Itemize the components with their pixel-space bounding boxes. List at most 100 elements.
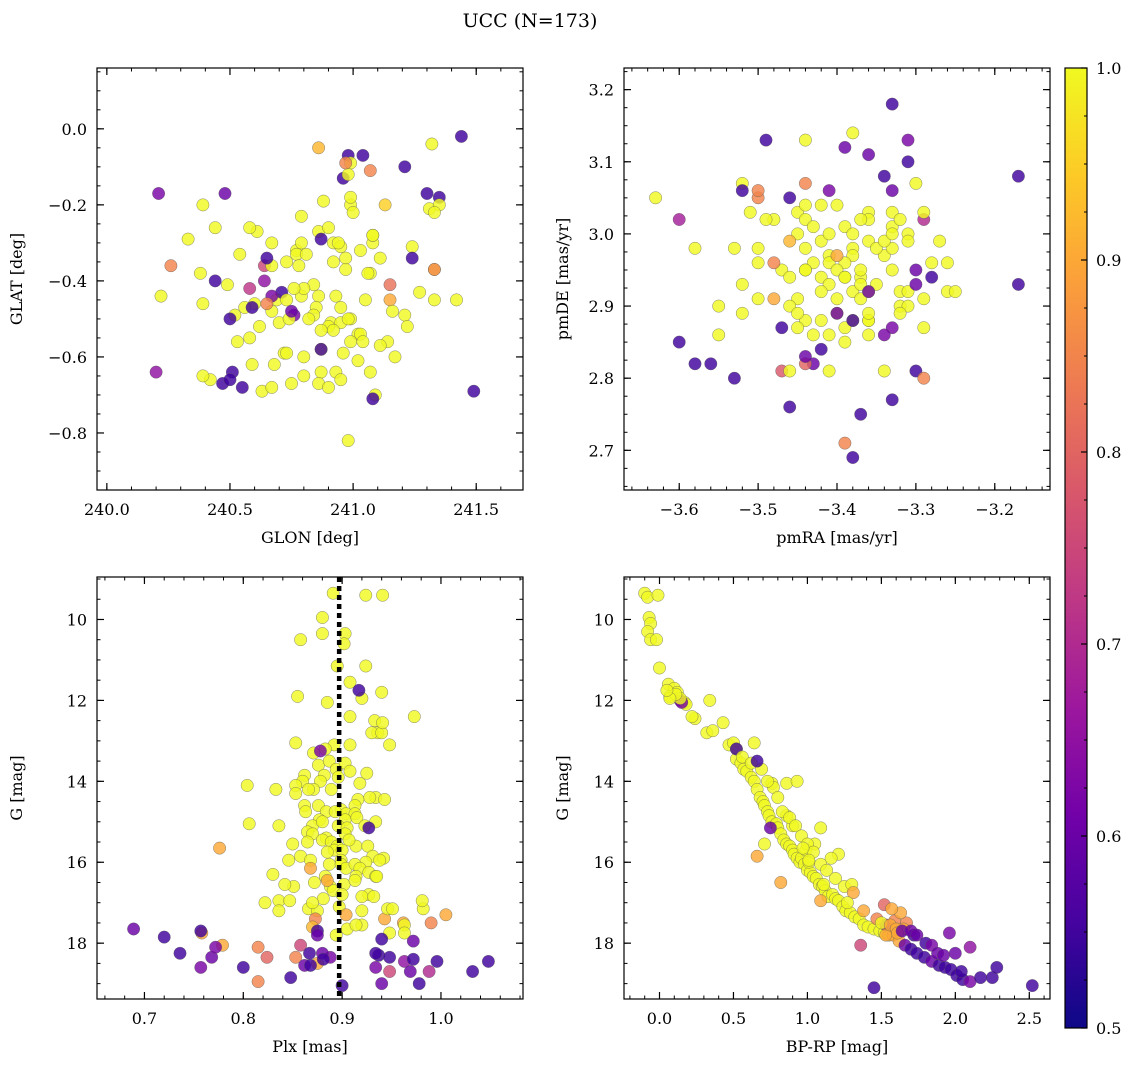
scatter-point <box>363 791 377 804</box>
scatter-point <box>937 948 950 962</box>
x-tick-label: 240.0 <box>84 500 130 519</box>
scatter-point <box>814 342 828 356</box>
y-ticks: 0.0 −0.2 −0.4 −0.6 −0.8 <box>48 71 523 472</box>
scatter-point <box>375 932 389 946</box>
scatter-point <box>925 270 939 284</box>
colorbar-tick-label: 1.0 <box>1096 59 1121 78</box>
scatter-point <box>316 952 330 966</box>
scatter-point <box>314 744 327 758</box>
scatter-point <box>356 149 370 162</box>
scatter-point <box>1025 979 1039 992</box>
axes-frame <box>623 576 1051 1000</box>
scatter-point <box>314 365 328 379</box>
scatter-point <box>370 870 384 883</box>
scatter-point <box>355 904 369 918</box>
scatter-point <box>221 278 234 292</box>
figure-title: UCC (N=173) <box>463 10 598 32</box>
scatter-point <box>885 184 899 197</box>
scatter-point <box>303 946 316 960</box>
scatter-point <box>653 661 666 675</box>
scatter-point <box>386 902 399 916</box>
scatter-point <box>342 833 356 847</box>
scatter-point <box>354 244 367 257</box>
axes-frame <box>96 576 524 1000</box>
scatter-point <box>841 896 854 910</box>
scatter-point <box>359 588 373 602</box>
scatter-point <box>747 736 761 750</box>
scatter-point <box>258 274 271 288</box>
y-tick-label: −0.2 <box>48 196 87 215</box>
scatter-point <box>799 241 812 255</box>
scatter-point <box>703 694 717 707</box>
y-tick-label: 14 <box>67 772 87 791</box>
scatter-point <box>814 894 828 908</box>
scatter-point <box>194 266 207 280</box>
scatter-point <box>127 922 140 936</box>
scatter-point <box>196 369 210 383</box>
scatter-point <box>774 876 788 889</box>
scatter-point <box>685 710 699 723</box>
scatter-point <box>297 350 311 364</box>
scatter-point <box>301 835 314 849</box>
y-tick-label: 18 <box>67 934 87 953</box>
scatter-point <box>361 266 375 280</box>
y-tick-label: 16 <box>594 853 614 872</box>
scatter-point <box>751 256 765 270</box>
scatter-point <box>331 236 345 250</box>
scatter-point <box>286 837 300 851</box>
scatter-point <box>320 696 334 709</box>
scatter-point <box>292 259 306 273</box>
scatter-point <box>243 331 257 345</box>
axes-frame <box>623 67 1051 491</box>
x-axis-label: pmRA [mas/yr] <box>776 528 898 547</box>
scatter-point <box>369 961 383 974</box>
scatter-point <box>152 187 165 200</box>
scatter-point <box>885 263 899 277</box>
scatter-point <box>233 247 247 261</box>
scatter-point <box>802 853 816 867</box>
scatter-point <box>335 888 349 901</box>
scatter-point <box>735 750 749 764</box>
scatter-point <box>822 328 836 342</box>
scatter-point <box>672 213 686 226</box>
scatter-point <box>353 776 367 790</box>
scatter-points <box>638 586 1039 995</box>
scatter-point <box>272 819 286 833</box>
scatter-point <box>375 977 389 990</box>
scatter-point <box>181 232 195 246</box>
scatter-point <box>314 232 328 246</box>
scatter-point <box>846 314 860 327</box>
scatter-point <box>909 263 923 277</box>
y-tick-label: 18 <box>594 934 614 953</box>
scatter-point <box>173 946 187 960</box>
scatter-point <box>954 965 968 978</box>
y-ticks: 2.7 2.8 2.9 3.0 3.1 3.2 <box>589 71 1050 487</box>
y-tick-label: 14 <box>594 772 614 791</box>
scatter-point <box>1012 278 1025 291</box>
scatter-point <box>341 434 355 447</box>
scatter-point <box>363 365 377 379</box>
scatter-point <box>350 811 364 825</box>
scatter-point <box>430 955 444 968</box>
scatter-point <box>854 938 868 952</box>
scatter-point <box>282 853 296 867</box>
scatter-point <box>838 141 852 154</box>
x-tick-label: −3.3 <box>896 500 935 519</box>
scatter-point <box>360 766 374 780</box>
scatter-point <box>885 393 899 407</box>
scatter-point <box>948 285 962 298</box>
scatter-point <box>373 251 387 265</box>
scatter-point <box>649 191 662 205</box>
scatter-point <box>316 815 329 829</box>
scatter-point <box>291 690 304 703</box>
scatter-point <box>877 249 891 262</box>
y-tick-label: 10 <box>67 610 87 629</box>
scatter-point <box>341 168 355 181</box>
scatter-point <box>822 184 836 197</box>
scatter-point <box>854 407 868 421</box>
y-axis-label: G [mag] <box>553 755 572 820</box>
scatter-point <box>862 328 875 342</box>
scatter-point <box>302 312 316 326</box>
scatter-point <box>425 137 439 151</box>
scatter-point <box>260 950 274 964</box>
